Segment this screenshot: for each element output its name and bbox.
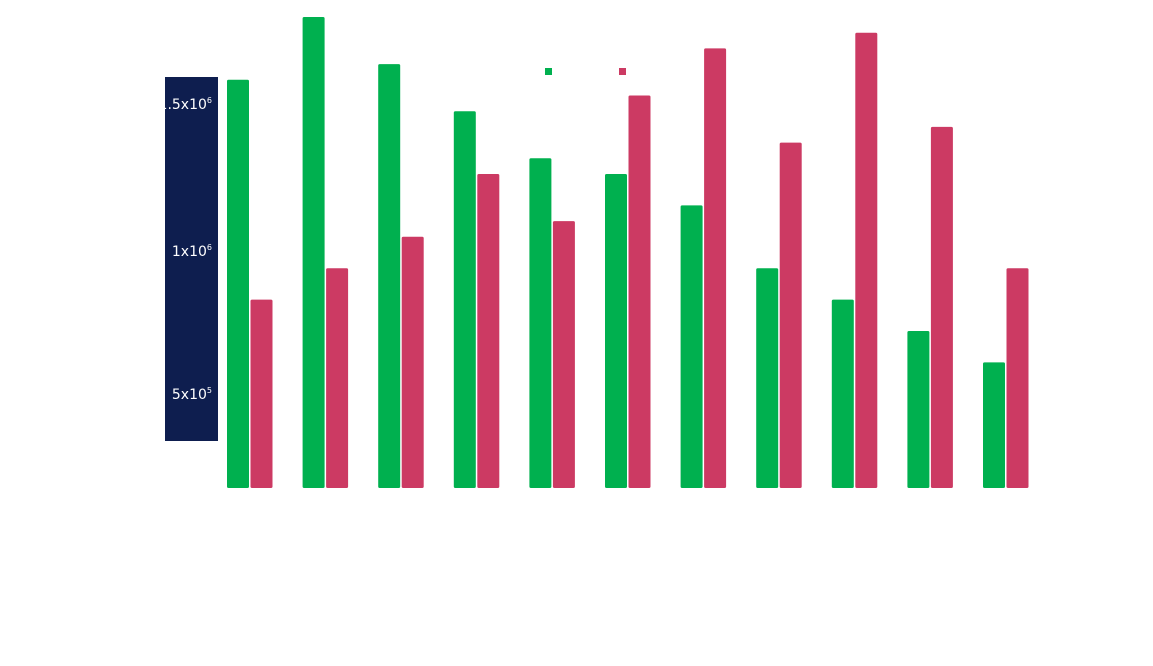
bar-series-2-category-11 <box>1006 268 1029 488</box>
bar-series-1-category-6 <box>605 174 627 488</box>
bar-series-1-category-11 <box>983 362 1005 488</box>
bar-series-2-category-8 <box>779 142 802 488</box>
bar-series-1-category-4 <box>453 111 476 488</box>
y-axis-panel <box>165 77 218 441</box>
legend <box>545 68 626 75</box>
bar-series-1-category-7 <box>680 205 703 488</box>
bar-series-1-category-10 <box>907 331 930 488</box>
y-tick-label: 1x106 <box>172 243 212 260</box>
bar-series-1-category-2 <box>302 17 325 488</box>
y-tick-label: 1.5x106 <box>159 96 212 113</box>
y-axis-ticks: 1.5x106 1x106 5x105 <box>159 96 212 403</box>
bar-series-1-category-3 <box>378 64 401 488</box>
bar-series-1-category-9 <box>831 299 854 488</box>
bar-series-1-category-5 <box>529 158 552 489</box>
bar-series-2-category-2 <box>326 268 349 488</box>
legend-marker-series-1[interactable] <box>545 68 552 75</box>
bar-series-2-category-7 <box>704 48 727 489</box>
bars-group <box>227 17 1029 489</box>
bar-series-2-category-1 <box>250 299 273 488</box>
bar-series-1-category-1 <box>227 79 249 489</box>
bar-series-2-category-4 <box>477 174 500 488</box>
y-tick-label: 5x105 <box>172 386 212 403</box>
bar-series-2-category-5 <box>552 221 575 488</box>
bar-series-2-category-10 <box>930 126 953 489</box>
legend-marker-series-2[interactable] <box>619 68 626 75</box>
bar-series-1-category-8 <box>756 268 779 488</box>
bar-series-2-category-3 <box>401 236 424 488</box>
bar-series-2-category-6 <box>628 95 651 488</box>
bar-series-2-category-9 <box>855 32 878 488</box>
